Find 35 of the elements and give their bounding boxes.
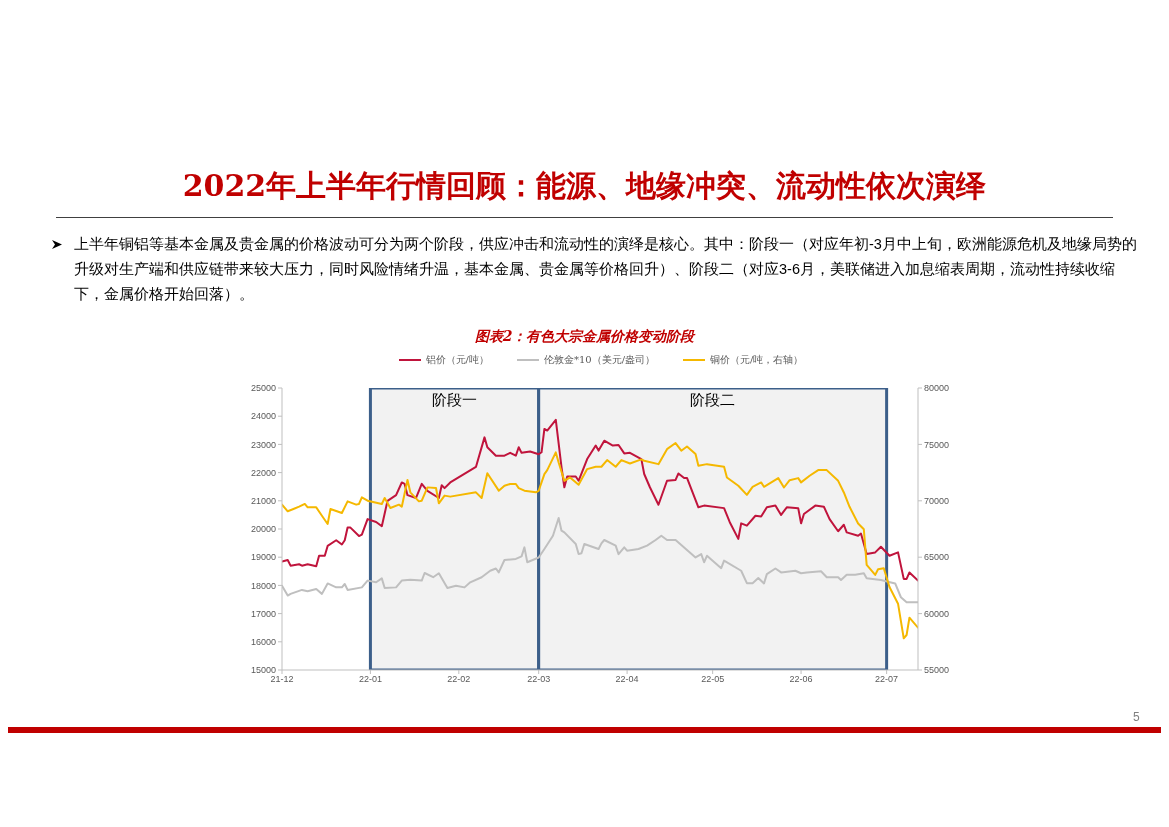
line-series [282, 418, 918, 582]
y-tick-label: 19000 [250, 552, 276, 563]
y-tick-label: 21000 [250, 495, 276, 506]
x-tick-label: 22-05 [701, 674, 725, 685]
legend-label: 铜价（元/吨，右轴） [710, 353, 804, 367]
chart-title: 2022年上半年行情回顾：能源、地缘冲突、流动性依次演绎 [181, 167, 988, 205]
y-tick-label: 24000 [250, 411, 276, 422]
x-tick-label: 22-02 [447, 674, 471, 685]
y-tick-label: 17000 [250, 608, 276, 619]
y-tick-label: 25000 [250, 383, 276, 394]
y-tick-label: 23000 [250, 439, 276, 450]
y-tick-label: 16000 [250, 636, 276, 647]
legend-label: 伦敦金*10（美元/盎司） [543, 353, 656, 367]
text: 上半年铜铝等基本金属及贵金属的价格波动可分为两个阶段，供应冲击和流动性的演绎是核心。其中：阶段一（对应年初-3月中上旬，欧洲能源危机及地缘局势的升级对生产端和供应链带来较大压力，同时风险情绪升温，基本金属、贵金属等价格回升）、阶段二（对应3-6月，美联储进入加息缩表周期，流动性持续收缩下，金属价格开始回落）。 [74, 235, 1138, 304]
y2-tick-label: 60000 [924, 608, 950, 619]
y-tick-label: 15000 [250, 665, 276, 676]
y-tick-label: 18000 [250, 580, 276, 591]
text: 5 [1133, 710, 1140, 724]
x-tick-label: 21-12 [270, 674, 294, 685]
legend-label: 铝价（元/吨） [425, 353, 489, 367]
y2-tick-label: 70000 [924, 495, 950, 506]
x-tick-label: 22-04 [615, 674, 639, 685]
y2-tick-label: 75000 [924, 439, 950, 450]
x-tick-label: 22-06 [789, 674, 813, 685]
x-tick-label: 22-01 [358, 674, 382, 685]
y2-tick-label: 65000 [924, 552, 950, 563]
x-tick-label: 22-03 [527, 674, 551, 685]
band-label: 阶段二 [690, 390, 736, 409]
y2-tick-label: 55000 [924, 665, 950, 676]
chart-subtitle: 图表2：有色大宗金属价格变动阶段 [473, 328, 697, 346]
y2-tick-label: 80000 [924, 383, 950, 394]
x-tick-label: 22-07 [875, 674, 899, 685]
y-tick-label: 20000 [250, 524, 276, 535]
band-label: 阶段一 [432, 390, 478, 409]
y-tick-label: 22000 [250, 467, 276, 478]
